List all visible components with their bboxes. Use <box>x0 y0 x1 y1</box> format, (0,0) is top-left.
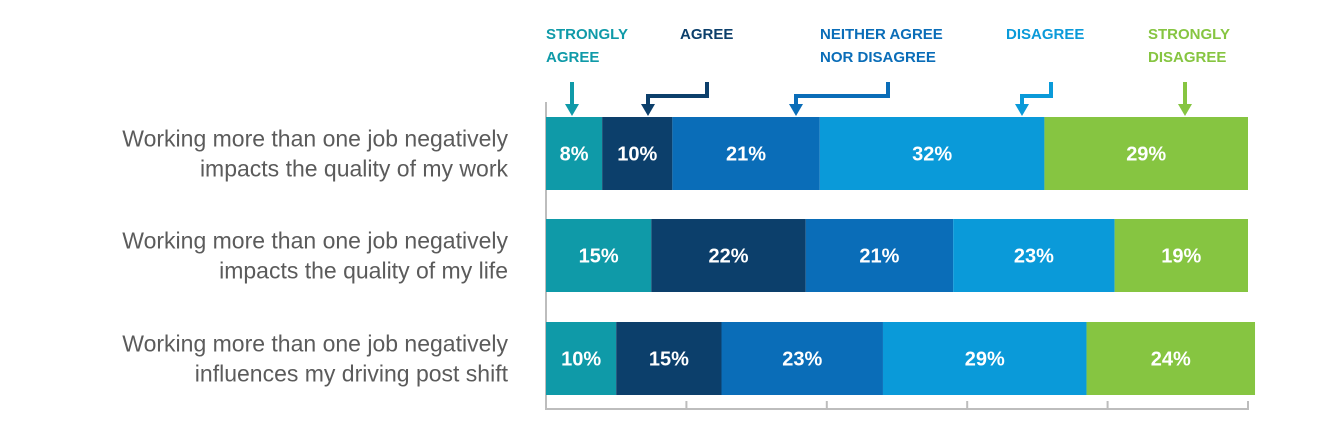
legend-arrow-head <box>789 104 803 116</box>
bar-segment <box>953 219 1115 292</box>
legend-label: STRONGLY <box>546 26 628 43</box>
bar-segment <box>602 117 673 190</box>
legend-label: DISAGREE <box>1148 49 1226 66</box>
data-label: 21% <box>726 144 766 166</box>
legend-arrow-head <box>1015 104 1029 116</box>
category-label: influences my driving post shift <box>195 361 509 387</box>
data-label: 15% <box>579 246 619 268</box>
bar-segment <box>1114 219 1248 292</box>
data-label: 8% <box>560 144 589 166</box>
legend-arrow-line <box>794 82 890 106</box>
data-label: 10% <box>561 349 601 371</box>
data-label: 10% <box>617 144 657 166</box>
bar-segment <box>546 219 652 292</box>
data-label: 24% <box>1151 349 1191 371</box>
bar-segment <box>1086 322 1256 395</box>
bar-segment <box>805 219 954 292</box>
category-label: impacts the quality of my life <box>219 258 508 284</box>
legend-arrow-head <box>641 104 655 116</box>
legend-label: DISAGREE <box>1006 26 1084 43</box>
data-label: 19% <box>1161 246 1201 268</box>
data-label: 32% <box>912 144 952 166</box>
bar-segment <box>882 322 1087 395</box>
data-label: 29% <box>1126 144 1166 166</box>
legend-label: AGREE <box>680 26 733 43</box>
data-label: 22% <box>709 246 749 268</box>
bar-segment <box>651 219 806 292</box>
legend-label: NEITHER AGREE <box>820 26 943 43</box>
bar-segment <box>546 117 603 190</box>
bar-segment <box>546 322 617 395</box>
bar-segment <box>616 322 722 395</box>
data-label: 15% <box>649 349 689 371</box>
bar-segment <box>672 117 820 190</box>
data-label: 23% <box>1014 246 1054 268</box>
legend-label: AGREE <box>546 49 599 66</box>
legend-arrow-head <box>565 104 579 116</box>
bar-segment <box>1044 117 1248 190</box>
category-label: Working more than one job negatively <box>122 331 508 357</box>
category-label: Working more than one job negatively <box>122 228 508 254</box>
data-label: 29% <box>965 349 1005 371</box>
legend-arrow-head <box>1178 104 1192 116</box>
bar-segment <box>721 322 883 395</box>
bar-segment <box>819 117 1045 190</box>
legend-arrow-line <box>1020 82 1053 106</box>
legend-label: NOR DISAGREE <box>820 49 936 66</box>
category-label: Working more than one job negatively <box>122 126 508 152</box>
legend-label: STRONGLY <box>1148 26 1230 43</box>
legend-arrow-line <box>646 82 709 106</box>
data-label: 23% <box>782 349 822 371</box>
data-label: 21% <box>859 246 899 268</box>
category-label: impacts the quality of my work <box>200 156 509 182</box>
